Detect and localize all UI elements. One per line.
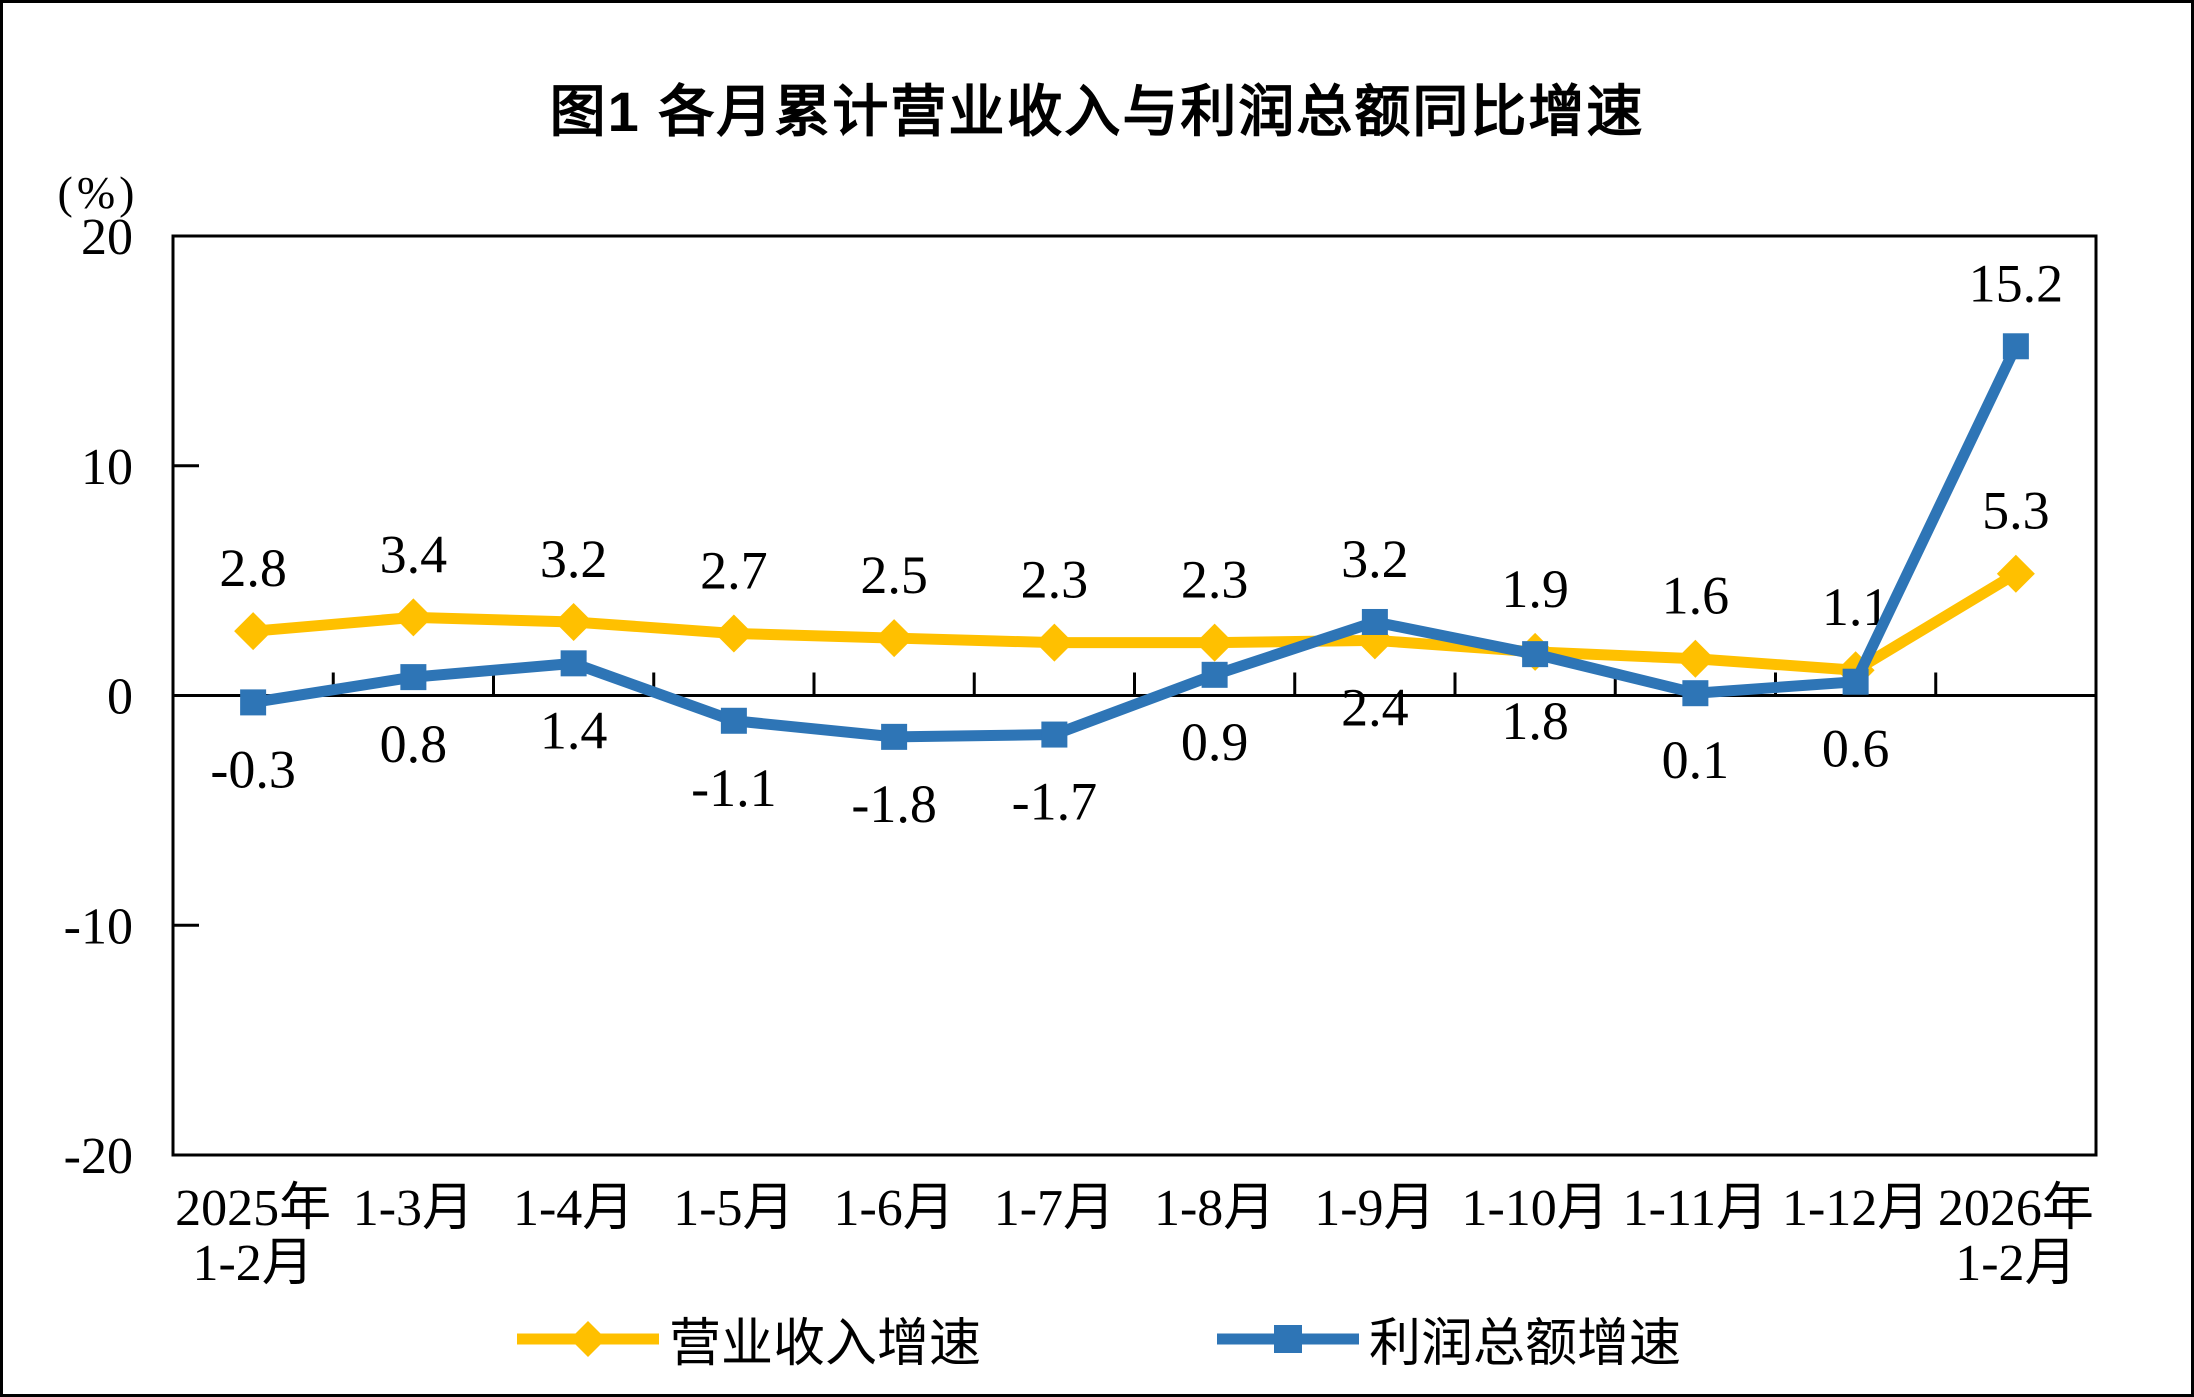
value-label: 2.3 [1021, 550, 1089, 610]
value-label: -0.3 [210, 739, 295, 799]
value-label: 2.8 [219, 538, 287, 598]
data-point-marker [714, 614, 753, 653]
square-marker-icon [1217, 1324, 1359, 1353]
value-label: 3.4 [380, 524, 448, 584]
data-point-marker [881, 723, 908, 750]
data-point-marker [1035, 623, 1074, 662]
value-label: 0.6 [1822, 719, 1890, 779]
data-point-marker [1842, 668, 1869, 695]
value-label: 2.5 [860, 545, 928, 605]
data-point-marker [1041, 721, 1068, 748]
y-axis-label: -20 [64, 1128, 133, 1185]
y-axis-label: 10 [81, 439, 133, 496]
data-point-marker [1522, 641, 1549, 668]
x-axis-label: 1-5月 [673, 1180, 794, 1237]
data-point-marker [554, 602, 593, 641]
y-axis-label: -10 [64, 898, 133, 955]
data-point-marker [875, 619, 914, 658]
value-label: -1.8 [851, 774, 936, 834]
data-point-marker [560, 650, 587, 677]
legend-label-profit: 利润总额增速 [1369, 1316, 1682, 1373]
x-axis-label: 1-2月 [192, 1235, 313, 1292]
x-axis-label: 1-4月 [513, 1180, 634, 1237]
data-point-marker [720, 707, 747, 734]
chart-legend: 营业收入增速 利润总额增速 [3, 1301, 2191, 1376]
data-point-marker [234, 612, 273, 651]
diamond-marker-icon [516, 1320, 659, 1357]
x-axis-label: 2026年 [1938, 1180, 2094, 1237]
value-label: 2.7 [700, 540, 768, 600]
x-axis-label: 2025年 [175, 1180, 331, 1237]
legend-label-revenue: 营业收入增速 [668, 1316, 981, 1373]
value-label: 1.9 [1501, 559, 1569, 619]
x-axis-label: 1-9月 [1314, 1180, 1435, 1237]
value-label: 0.8 [380, 714, 448, 774]
y-axis-label: 0 [107, 669, 133, 726]
series-line-0 [252, 569, 2019, 676]
data-point-marker [1676, 639, 1715, 678]
chart-title: 图1 各月累计营业收入与利润总额同比增速 [549, 80, 1645, 143]
data-point-marker [2002, 333, 2029, 360]
data-point-marker [1996, 554, 2035, 593]
value-label: 15.2 [1969, 253, 2064, 313]
data-point-marker [1195, 623, 1234, 662]
value-label: 2.3 [1181, 550, 1249, 610]
x-axis-label: 1-12月 [1782, 1180, 1929, 1237]
y-axis-label: 20 [81, 209, 133, 266]
data-point-marker [1682, 680, 1709, 707]
value-label: -1.7 [1012, 772, 1097, 832]
data-point-marker [1201, 661, 1228, 688]
legend-item-revenue: 营业收入增速 [513, 1301, 981, 1376]
value-label: 1.4 [540, 700, 608, 760]
data-point-marker [1361, 608, 1388, 635]
value-label: -1.1 [691, 758, 776, 818]
value-label: 5.3 [1982, 481, 2050, 541]
x-axis-label: 1-7月 [994, 1180, 1115, 1237]
value-label: 2.4 [1341, 677, 1409, 737]
value-label: 3.2 [1341, 529, 1409, 589]
x-axis-label: 1-8月 [1154, 1180, 1275, 1237]
legend-item-profit: 利润总额增速 [1213, 1301, 1681, 1376]
x-axis-label: 1-6月 [833, 1180, 954, 1237]
x-axis-label: 1-2月 [1955, 1235, 2076, 1292]
value-label: 0.1 [1662, 730, 1730, 790]
data-point-marker [394, 598, 433, 637]
data-point-marker [240, 689, 267, 716]
data-point-marker [400, 664, 427, 691]
series-line-1 [252, 343, 2021, 743]
x-axis-label: 1-3月 [353, 1180, 474, 1237]
x-axis-label: 1-10月 [1461, 1180, 1608, 1237]
x-axis-label: 1-11月 [1623, 1180, 1768, 1237]
value-label: 1.8 [1501, 691, 1569, 751]
value-label: 3.2 [540, 529, 608, 589]
value-label: 1.6 [1662, 566, 1730, 626]
value-label: 0.9 [1181, 712, 1249, 772]
y-axis-unit-label: (%) [58, 167, 139, 218]
